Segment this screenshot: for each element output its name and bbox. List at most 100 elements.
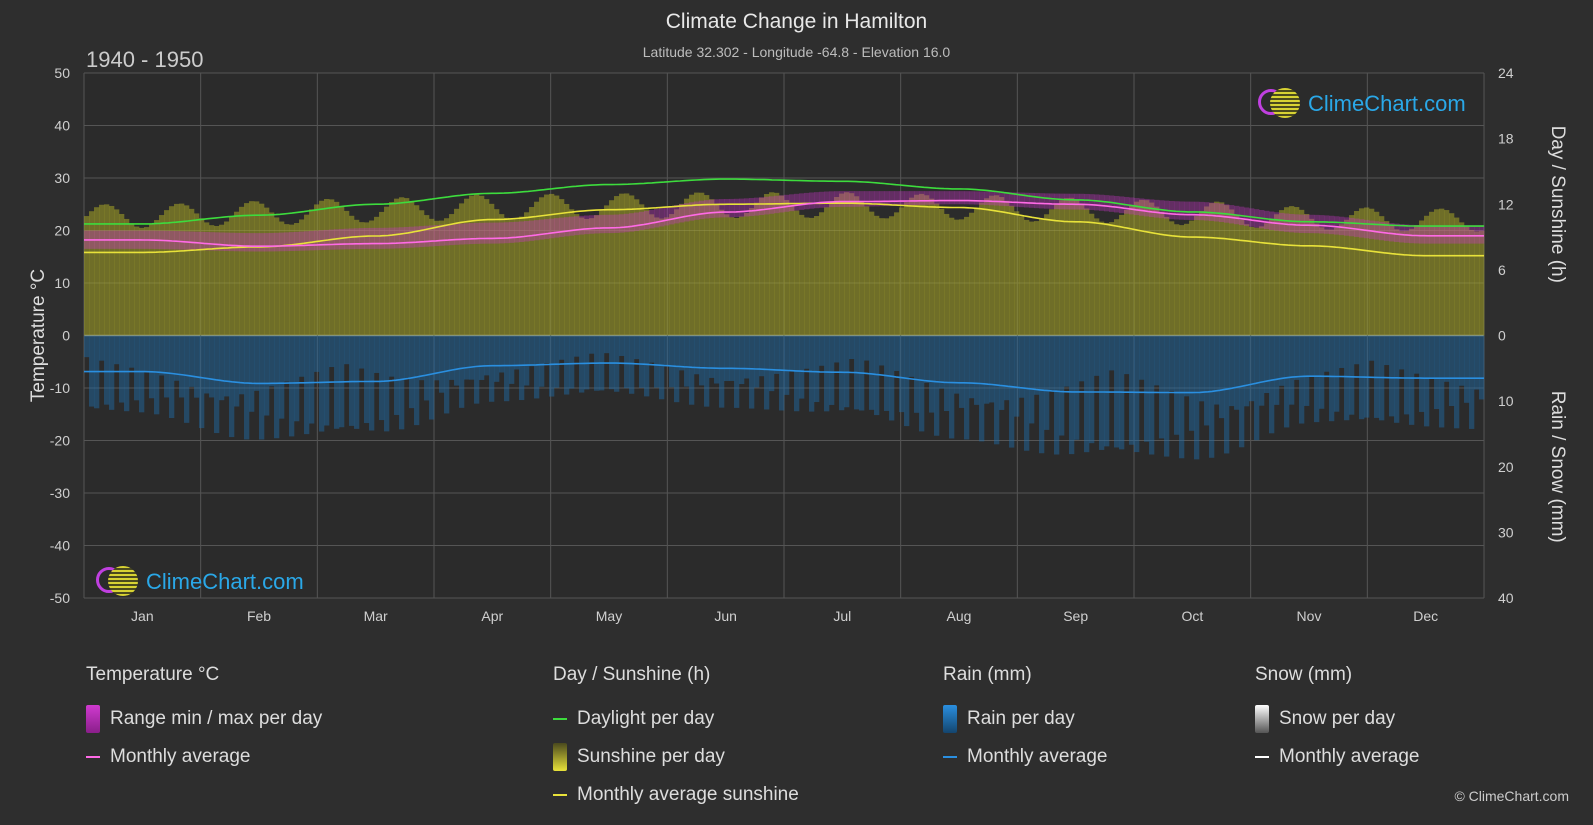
sunshine-bar [594, 215, 600, 336]
sunshine-bar [1194, 216, 1200, 336]
sunshine-bar [509, 219, 515, 336]
rain-bar [1254, 335, 1260, 441]
rain-bar [874, 335, 880, 416]
temperature-range-bar [189, 231, 195, 250]
sunshine-bar [1119, 214, 1125, 336]
temperature-range-bar [609, 214, 615, 234]
temperature-range-bar [999, 191, 1005, 206]
temperature-range-bar [469, 223, 475, 245]
sunshine-bar [1309, 218, 1315, 336]
temperature-range-bar [204, 232, 210, 251]
temperature-range-bar [294, 231, 300, 251]
rain-bar [1064, 335, 1070, 387]
rain-bar [449, 335, 455, 380]
rain-bar [1179, 335, 1185, 459]
rain-bar [664, 335, 670, 367]
rain-bar [624, 335, 630, 389]
rain-bar [654, 335, 660, 388]
rain-bar [1084, 335, 1090, 453]
rain-bar [119, 335, 125, 403]
temperature-range-bar [1339, 216, 1345, 236]
rain-bar [1019, 335, 1025, 398]
rain-bar [1199, 335, 1205, 402]
temperature-range-bar [1279, 212, 1285, 232]
sunshine-bar [719, 209, 725, 336]
rain-bar [1204, 335, 1210, 426]
sunshine-bar [1394, 229, 1400, 336]
temperature-range-bar [919, 191, 925, 205]
temperature-range-bar [269, 232, 275, 252]
temperature-range-bar [414, 226, 420, 248]
y-left-tick-label: 20 [54, 223, 70, 239]
rain-bar [164, 335, 170, 398]
rain-bar [1419, 335, 1425, 412]
sunshine-bar [1444, 210, 1450, 336]
sunshine-bar [474, 194, 480, 336]
temperature-range-bar [529, 220, 535, 241]
sunshine-avg-line [84, 202, 1484, 257]
temperature-range-bar [434, 225, 440, 247]
temperature-range-bar [484, 222, 490, 244]
temperature-range-bar [359, 228, 365, 249]
sunshine-bar [834, 196, 840, 336]
sunshine-bar [1114, 219, 1120, 336]
rain-bar [829, 335, 835, 405]
sunshine-bar [289, 224, 295, 336]
temperature-range-bar [339, 228, 345, 250]
rain-bar [284, 335, 290, 382]
y-right-bottom-tick-label: 40 [1498, 590, 1514, 606]
temperature-range-bar [729, 198, 735, 218]
logo-bottom-left[interactable]: ClimeChart.com [96, 566, 304, 598]
logo-top-right[interactable]: ClimeChart.com [1258, 88, 1466, 120]
temperature-range-bar [944, 191, 950, 205]
sunshine-bar [404, 198, 410, 336]
rain-bar [1314, 335, 1320, 423]
rain-bar [704, 335, 710, 407]
rain-bar [699, 335, 705, 386]
rain-bar [584, 335, 590, 390]
rain-bar [314, 335, 320, 372]
rain-bar [619, 335, 625, 356]
temperature-range-bar [349, 228, 355, 250]
legend-label: Daylight per day [577, 708, 715, 729]
rain-bar [984, 335, 990, 404]
rain-bar [869, 335, 875, 410]
rain-bar [1324, 335, 1330, 372]
rain-bar [359, 335, 365, 369]
sunshine-bar [1449, 213, 1455, 336]
sunshine-bar [1164, 216, 1170, 336]
temperature-range-bar [384, 227, 390, 249]
temperature-range-bar [604, 214, 610, 234]
temperature-range-bar [1449, 225, 1455, 244]
rain-bar [269, 335, 275, 387]
copyright: © ClimeChart.com [1454, 788, 1569, 804]
rain-bar [1094, 335, 1100, 376]
sunshine-bar [1319, 227, 1325, 336]
sunshine-bar [489, 203, 495, 336]
sunshine-bar [1384, 221, 1390, 336]
sunshine-bar [1389, 225, 1395, 336]
sunshine-bar [939, 208, 945, 336]
sunshine-bar [424, 215, 430, 336]
rain-bar [209, 335, 215, 398]
temperature-range-bar [554, 218, 560, 238]
rain-bar [524, 335, 530, 386]
rain-bar [1244, 335, 1250, 407]
rain-bar [369, 335, 375, 431]
sunshine-bar [504, 217, 510, 336]
temperature-range-bar [229, 232, 235, 252]
rain-bar [229, 335, 235, 438]
rain-bar [889, 335, 895, 421]
sunshine-bar [739, 216, 745, 336]
rain-bar [514, 335, 520, 370]
rain-bar [1174, 335, 1180, 435]
temperature-range-bar [1259, 209, 1265, 229]
rain-bar [239, 335, 245, 395]
sunshine-bar [224, 221, 230, 336]
temperature-range-bar [1179, 201, 1185, 220]
sunshine-bar [814, 216, 820, 336]
sunshine-bar [364, 222, 370, 336]
y-left-tick-label: 50 [54, 65, 70, 81]
rain-bar [264, 335, 270, 416]
